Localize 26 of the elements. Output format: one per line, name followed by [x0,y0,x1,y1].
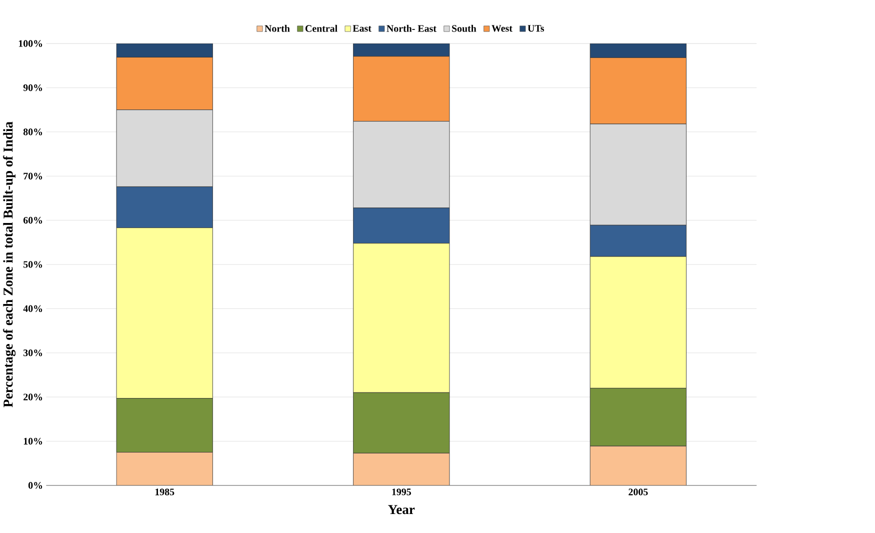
y-tick-label: 40% [23,305,42,312]
y-tick-label: 80% [23,128,42,136]
legend-label: North- East [386,24,436,32]
y-tick-label: 0% [28,482,42,489]
x-axis-title: Year [388,504,415,514]
y-tick-label: 50% [24,260,42,268]
bar [116,452,213,486]
legend-label: North [264,24,290,32]
y-tick-label: 30% [23,349,42,356]
y-tick-label: 20% [24,393,42,400]
bar [353,452,450,486]
y-tick-label: 10% [24,438,42,444]
y-tick-label: 70% [24,172,42,180]
x-tick-label: 1995 [392,488,411,496]
y-axis-title: Percentage of each Zone in total Built-up of India [3,121,16,407]
y-tick-label: 100% [18,40,42,47]
bar [590,446,687,486]
legend-label: East [352,24,372,32]
x-tick-label: 1985 [155,488,174,496]
y-tick-label: 60% [23,216,42,224]
legend-label: Central [305,24,338,32]
x-tick-label: 2005 [628,488,648,496]
legend-label: West [492,24,512,32]
legend-label: South [452,24,476,32]
y-tick-label: 90% [23,84,42,91]
legend-label: UTs [528,24,544,32]
